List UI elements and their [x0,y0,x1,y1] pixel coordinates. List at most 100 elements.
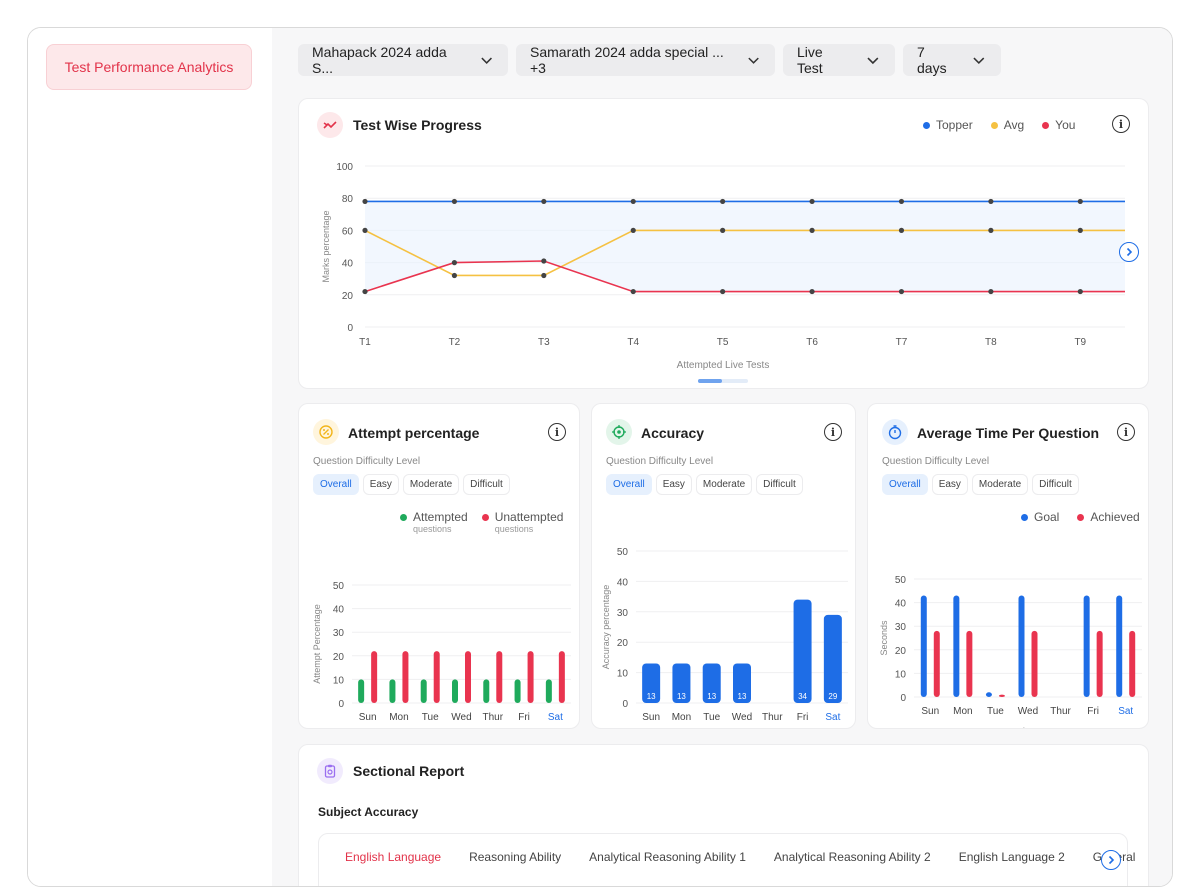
y-axis-label: Seconds [879,620,889,656]
x-tick-label: Tue [422,712,439,723]
info-icon[interactable]: i [1117,423,1135,441]
legend-label: Attempted [413,510,468,524]
bar-goal [1018,595,1025,697]
pill-easy[interactable]: Easy [655,474,692,495]
pill-moderate[interactable]: Moderate [695,474,753,495]
y-tick-label: 40 [895,599,907,610]
filter-period[interactable]: 7 days [903,44,1001,76]
x-tick-label: Fri [797,712,809,723]
sidebar-item-test-performance-analytics[interactable]: Test Performance Analytics [46,44,252,90]
info-icon[interactable]: i [824,423,842,441]
data-point-avg [898,227,905,233]
data-point-avg [720,227,726,233]
bar-achieved [933,630,940,697]
sectional-report-card: Sectional Report Subject Accuracy [298,744,1149,886]
pill-moderate[interactable]: Moderate [402,474,460,495]
pill-overall[interactable]: Overall [606,474,652,495]
pill-easy[interactable]: Easy [362,474,399,495]
pill-moderate[interactable]: Moderate [971,474,1029,495]
bar-achieved [966,630,973,697]
tab-english-language-2[interactable]: English Language 2 [958,850,1065,864]
legend-sublabel: questions [413,524,452,534]
x-tick-label: T4 [627,337,639,348]
chevron-down-icon [867,57,879,65]
x-tick-label: T6 [806,337,818,348]
filter-package-label: Mahapack 2024 adda S... [312,44,447,76]
data-point-avg [451,272,458,279]
tab-english-language[interactable]: English Language [345,850,442,864]
series-line-you [364,260,1125,293]
percent-icon [313,419,339,445]
tab-analytical-reasoning-2[interactable]: Analytical Reasoning Ability 2 [773,850,931,864]
scroll-indicator[interactable] [698,379,748,383]
bar-unattempted [558,651,565,703]
card-title: Average Time Per Question [917,425,1100,441]
pill-difficult[interactable]: Difficult [1032,474,1079,495]
test-wise-progress-card: Test Wise Progress Topper Avg You i 0 20 4… [298,98,1149,389]
x-tick-label: Tue [987,706,1004,717]
x-tick-label: Sat [548,712,563,723]
average-time-chart: 0 10 20 30 40 50 Sun Mon Tue Wed Thur Fri Sat Seconds… [879,575,1142,728]
data-point-avg [809,227,815,233]
pill-difficult[interactable]: Difficult [463,474,510,495]
chart-next-button[interactable] [1119,242,1139,262]
trend-icon [317,112,343,138]
data-point-topper [809,198,815,205]
tabs-next-button[interactable] [1101,850,1121,870]
sidebar: Test Performance Analytics [28,28,272,886]
x-tick-label: T9 [1074,337,1086,348]
difficulty-filter: Overall Easy Moderate Difficult [882,474,1079,495]
bar-attempted [452,679,458,703]
tab-reasoning-ability[interactable]: Reasoning Ability [469,850,562,864]
filter-series[interactable]: Samarath 2024 adda special ... +3 [516,44,775,76]
data-point-you [630,288,636,295]
filter-test-type-label: Live Test [797,44,823,76]
bar-achieved [998,694,1005,697]
info-icon[interactable]: i [548,423,566,441]
info-icon[interactable]: i [1112,115,1130,133]
y-tick-label: 0 [347,323,353,334]
chevron-right-icon [1126,247,1133,257]
average-time-card: Average Time Per Question i Question Dif… [867,403,1149,729]
accuracy-card: Accuracy i Question Difficulty Level Ove… [591,403,856,729]
data-point-you [988,288,994,295]
chevron-right-icon [1108,855,1115,865]
tab-analytical-reasoning-1[interactable]: Analytical Reasoning Ability 1 [589,850,746,864]
legend-dot [1042,121,1050,129]
legend-item-goal: Goal [1021,510,1059,524]
data-point-you [451,260,458,266]
filter-package[interactable]: Mahapack 2024 adda S... [298,44,508,76]
filter-test-type[interactable]: Live Test [783,44,895,76]
difficulty-filter: Overall Easy Moderate Difficult [313,474,510,495]
scroll-indicator-thumb [698,379,722,383]
y-tick-label: 100 [336,162,353,173]
x-tick-label: Mon [672,712,691,723]
x-tick-label: Tue [703,712,720,723]
pill-overall[interactable]: Overall [313,474,359,495]
y-tick-label: 50 [895,575,907,586]
data-point-you [541,258,547,264]
bar-attempted [420,679,427,703]
pill-difficult[interactable]: Difficult [756,474,803,495]
y-tick-label: 30 [617,608,629,619]
chevron-down-icon [481,57,492,64]
legend-item-you: You [1042,118,1075,132]
pill-easy[interactable]: Easy [931,474,968,495]
legend-dot [1021,513,1028,521]
y-tick-label: 20 [342,291,354,302]
filter-series-label: Samarath 2024 adda special ... +3 [530,44,724,76]
card-title: Attempt percentage [348,425,480,441]
data-point-topper [988,198,994,205]
chart-legend: Topper Avg You [923,118,1075,132]
x-tick-label: Fri [1087,706,1099,717]
legend-item-topper: Topper [923,118,973,132]
bar-attempted [483,679,490,703]
x-tick-label: T1 [359,337,371,348]
x-tick-label: T2 [449,337,461,348]
x-tick-label: T5 [717,337,729,348]
pill-overall[interactable]: Overall [882,474,928,495]
y-tick-label: 40 [342,259,354,270]
data-point-topper [630,198,636,205]
x-tick-label: Sun [359,712,377,723]
y-axis-label: Accuracy percentage [601,585,611,670]
